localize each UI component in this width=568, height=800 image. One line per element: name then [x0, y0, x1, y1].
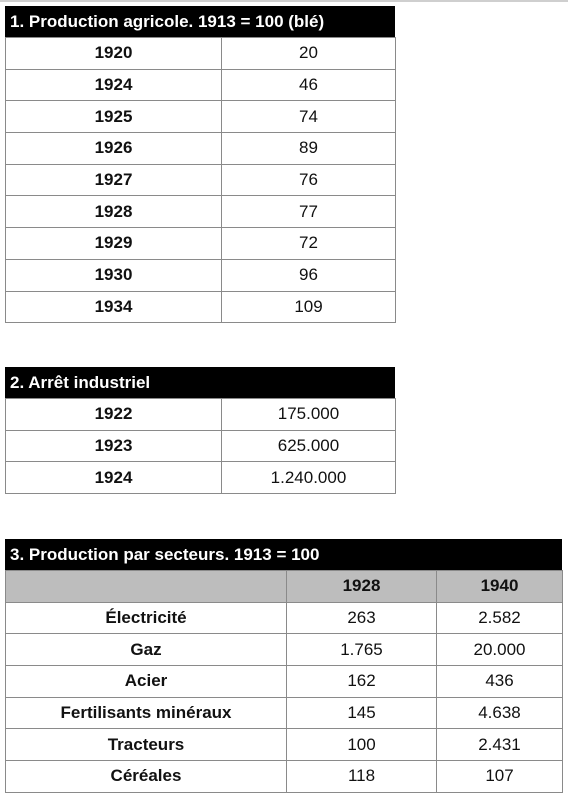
column-header: 1928 [286, 570, 437, 603]
table-row: 1924 46 [5, 68, 396, 102]
sector-cell: Gaz [5, 633, 287, 667]
table-title: 2. Arrêt industriel [5, 367, 395, 398]
value-cell: 118 [286, 760, 437, 793]
sector-cell: Électricité [5, 601, 287, 635]
table-production-agricole: 1. Production agricole. 1913 = 100 (blé)… [5, 6, 396, 324]
value-cell: 1.240.000 [221, 461, 396, 495]
value-cell: 46 [221, 68, 396, 102]
value-cell: 74 [221, 100, 396, 134]
table-row: 1928 77 [5, 195, 396, 229]
table-row: Fertilisants minéraux 145 4.638 [5, 696, 563, 730]
table-row: Acier 162 436 [5, 665, 563, 698]
value-cell: 100 [286, 728, 437, 762]
data-table: 1922 175.000 1923 625.000 1924 1.240.000 [5, 398, 396, 495]
year-cell: 1923 [5, 429, 222, 463]
table-row: 1920 20 [5, 37, 396, 70]
value-cell: 89 [221, 132, 396, 165]
table-row: 1922 175.000 [5, 398, 396, 431]
value-cell: 263 [286, 601, 437, 635]
data-table: 1928 1940 Électricité 263 2.582 Gaz 1.765 20… [5, 570, 563, 793]
table-row: 1930 96 [5, 258, 396, 292]
table-row: 1923 625.000 [5, 429, 396, 463]
value-cell: 20.000 [436, 633, 563, 667]
value-cell: 109 [221, 290, 396, 324]
table-row: 1925 74 [5, 100, 396, 134]
sector-cell: Fertilisants minéraux [5, 696, 287, 730]
data-table: 1920 20 1924 46 1925 74 1926 89 1927 76 1928 7… [5, 37, 396, 324]
header-row: 1928 1940 [5, 570, 563, 603]
value-cell: 77 [221, 195, 396, 229]
year-cell: 1924 [5, 68, 222, 102]
year-cell: 1924 [5, 461, 222, 495]
table-row: Gaz 1.765 20.000 [5, 633, 563, 667]
year-cell: 1928 [5, 195, 222, 229]
year-cell: 1920 [5, 37, 222, 70]
table-row: Électricité 263 2.582 [5, 601, 563, 635]
header-blank-cell [5, 570, 287, 603]
table-arret-industriel: 2. Arrêt industriel 1922 175.000 1923 625.… [5, 367, 396, 495]
table-row: 1934 109 [5, 290, 396, 324]
table-row: 1927 76 [5, 163, 396, 197]
table-row: 1924 1.240.000 [5, 461, 396, 495]
value-cell: 4.638 [436, 696, 563, 730]
column-header: 1940 [436, 570, 563, 603]
year-cell: 1922 [5, 398, 222, 431]
table-title: 1. Production agricole. 1913 = 100 (blé) [5, 6, 395, 37]
year-cell: 1930 [5, 258, 222, 292]
sector-cell: Tracteurs [5, 728, 287, 762]
sector-cell: Céréales [5, 760, 287, 793]
table-row: Céréales 118 107 [5, 760, 563, 793]
top-rule [0, 0, 568, 2]
year-cell: 1929 [5, 227, 222, 260]
year-cell: 1925 [5, 100, 222, 134]
year-cell: 1934 [5, 290, 222, 324]
value-cell: 175.000 [221, 398, 396, 431]
value-cell: 2.582 [436, 601, 563, 635]
table-title: 3. Production par secteurs. 1913 = 100 [5, 539, 562, 570]
table-production-par-secteurs: 3. Production par secteurs. 1913 = 100 1… [5, 539, 563, 793]
value-cell: 76 [221, 163, 396, 197]
year-cell: 1927 [5, 163, 222, 197]
value-cell: 72 [221, 227, 396, 260]
year-cell: 1926 [5, 132, 222, 165]
value-cell: 1.765 [286, 633, 437, 667]
table-row: Tracteurs 100 2.431 [5, 728, 563, 762]
value-cell: 162 [286, 665, 437, 698]
value-cell: 107 [436, 760, 563, 793]
value-cell: 436 [436, 665, 563, 698]
value-cell: 625.000 [221, 429, 396, 463]
sector-cell: Acier [5, 665, 287, 698]
value-cell: 96 [221, 258, 396, 292]
table-row: 1929 72 [5, 227, 396, 260]
value-cell: 145 [286, 696, 437, 730]
table-row: 1926 89 [5, 132, 396, 165]
value-cell: 2.431 [436, 728, 563, 762]
value-cell: 20 [221, 37, 396, 70]
